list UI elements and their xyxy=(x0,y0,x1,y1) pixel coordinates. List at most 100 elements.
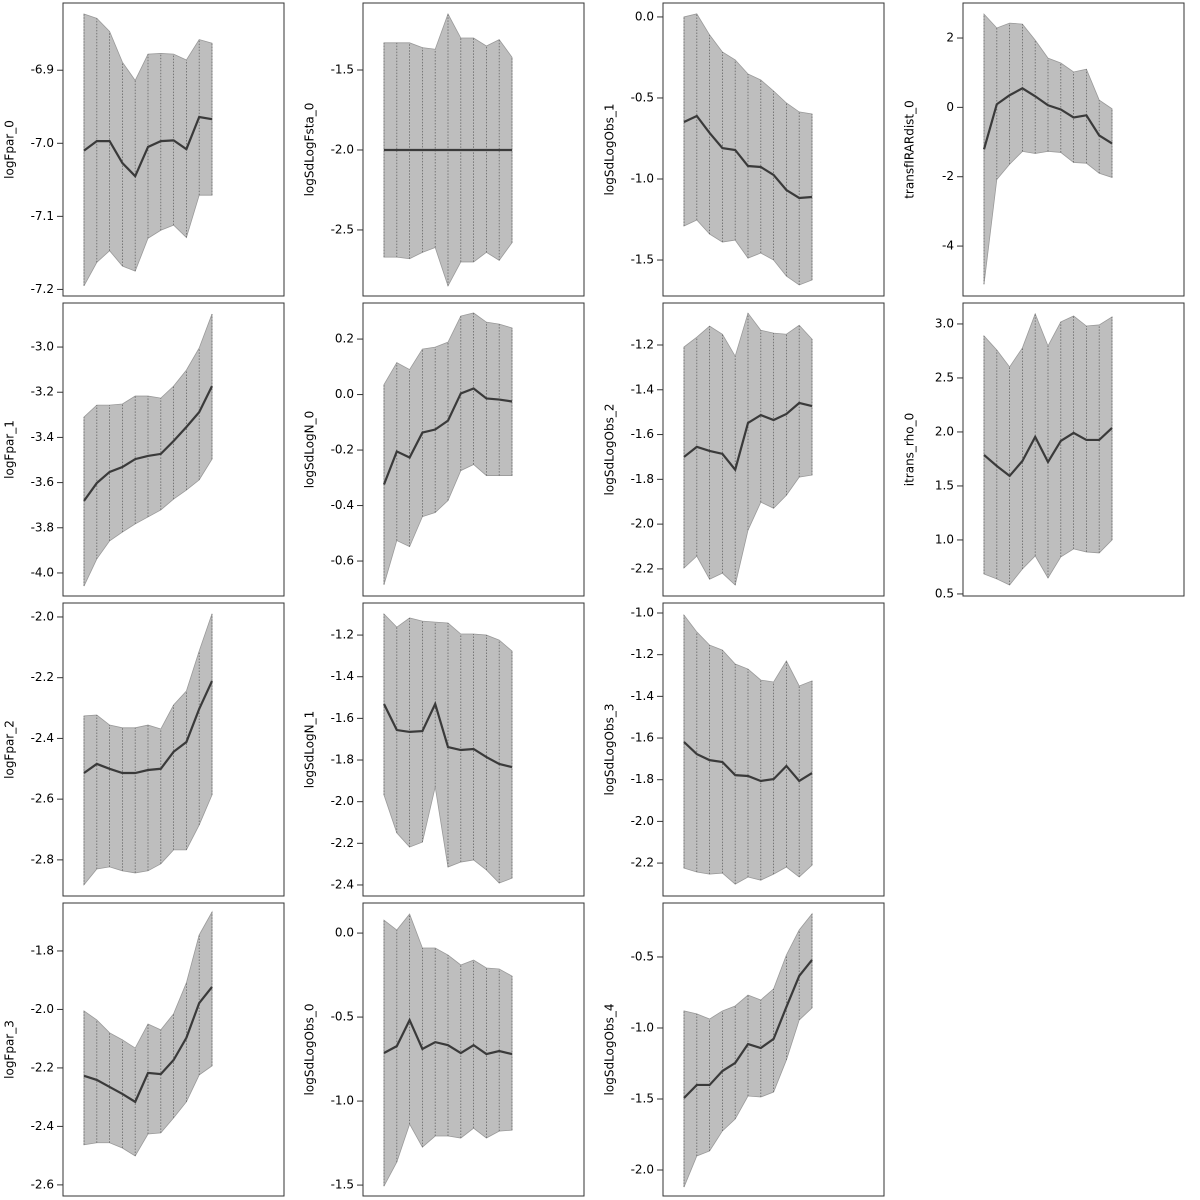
y-tick-label: -2.0 xyxy=(631,814,654,828)
y-axis-label: logFpar_3 xyxy=(3,1020,17,1079)
interval-band xyxy=(983,13,1113,285)
mean-line xyxy=(83,115,213,179)
panel-frame xyxy=(962,2,1185,297)
panel: 3.0 2.5 2.0 1.5 1.0 0.5 itrans_rho_0 xyxy=(903,302,1185,600)
panel-frame xyxy=(662,602,885,897)
y-axis-label: logFpar_2 xyxy=(3,720,17,779)
y-tick-label: -2.0 xyxy=(331,794,354,808)
mean-line xyxy=(83,385,213,502)
y-tick-label: 0.0 xyxy=(335,387,354,401)
y-tick-label: -6.9 xyxy=(31,63,54,77)
y-axis-label: logFpar_0 xyxy=(3,120,17,179)
y-tick-label: -2.2 xyxy=(31,670,54,684)
mean-line xyxy=(683,401,813,473)
y-tick-label: -2.2 xyxy=(31,1060,54,1074)
y-tick-label: -7.0 xyxy=(31,136,54,150)
y-tick-label: -0.4 xyxy=(331,498,354,512)
y-tick-label: -0.5 xyxy=(631,949,654,963)
y-tick-label: 2 xyxy=(946,31,954,45)
y-tick-label: -1.0 xyxy=(631,1020,654,1034)
y-tick-label: -2.6 xyxy=(31,792,54,806)
y-tick-label: 1.0 xyxy=(935,532,954,546)
y-tick-label: 3.0 xyxy=(935,316,954,330)
panel-frame xyxy=(662,902,885,1197)
y-tick-label: -0.2 xyxy=(331,443,354,457)
y-tick-label: -2.4 xyxy=(331,877,354,891)
y-tick-label: -1.8 xyxy=(31,943,54,957)
mean-line xyxy=(683,114,813,200)
interval-band xyxy=(383,913,513,1187)
y-axis-label: itrans_rho_0 xyxy=(903,413,917,487)
y-tick-label: -1.5 xyxy=(631,253,654,267)
y-tick-label: 0.0 xyxy=(635,9,654,23)
panel-frame xyxy=(362,602,585,897)
y-tick-label: 1.5 xyxy=(935,478,954,492)
y-tick-label: -1.5 xyxy=(331,63,354,77)
mean-line xyxy=(83,986,213,1104)
panel-frame xyxy=(62,602,285,897)
y-tick-label: -1.4 xyxy=(631,689,654,703)
panel: -1.5 -2.0 -2.5 logSdLogFsta_0 xyxy=(303,2,585,297)
y-tick-label: 2.5 xyxy=(935,370,954,384)
y-tick-label: -3.8 xyxy=(31,520,54,534)
y-tick-label: -1.5 xyxy=(631,1091,654,1105)
panel: 0.0 -0.5 -1.0 -1.5 logSdLogObs_1 xyxy=(603,2,885,297)
y-axis-label: logSdLogFsta_0 xyxy=(303,103,317,197)
y-tick-label: -3.6 xyxy=(31,475,54,489)
y-tick-label: -0.5 xyxy=(631,90,654,104)
mean-line xyxy=(683,741,813,783)
y-tick-label: -7.2 xyxy=(31,282,54,296)
y-tick-label: -1.6 xyxy=(631,427,654,441)
y-tick-label: -1.6 xyxy=(331,711,354,725)
panel-frame xyxy=(62,302,285,597)
y-tick-label: 0 xyxy=(946,100,954,114)
y-tick-label: -1.4 xyxy=(631,382,654,396)
panel: -1.2 -1.4 -1.6 -1.8 -2.0 -2.2 -2.4 logSdLogN_1 xyxy=(303,602,585,897)
y-axis-label: transfIRARdist_0 xyxy=(903,100,917,199)
panel-frame xyxy=(62,902,285,1197)
mean-line xyxy=(982,87,1113,150)
y-tick-label: -4.0 xyxy=(31,565,54,579)
y-tick-label: 2.0 xyxy=(935,424,954,438)
y-tick-label: -2.4 xyxy=(31,1119,54,1133)
panel-frame xyxy=(62,2,285,297)
y-tick-label: 0.0 xyxy=(335,926,354,940)
y-axis-label: logSdLogObs_2 xyxy=(603,404,617,496)
panel-frame xyxy=(662,302,885,597)
panel: 2 0 -2 -4 transfIRARdist_0 xyxy=(903,2,1185,297)
y-tick-label: -0.5 xyxy=(331,1010,354,1024)
y-axis-label: logSdLogObs_4 xyxy=(603,1004,617,1096)
y-axis-label: logSdLogN_1 xyxy=(303,711,317,789)
panel-frame xyxy=(962,302,1185,597)
y-tick-label: -1.0 xyxy=(631,606,654,620)
panel-frame xyxy=(662,2,885,297)
y-tick-label: -3.2 xyxy=(31,385,54,399)
y-tick-label: -1.4 xyxy=(331,669,354,683)
y-tick-label: -2 xyxy=(942,169,954,183)
mean-line xyxy=(683,959,813,1099)
y-tick-label: -2.4 xyxy=(31,731,54,745)
mean-line xyxy=(382,387,513,485)
y-tick-label: -2.0 xyxy=(631,1163,654,1177)
mean-line xyxy=(383,1017,513,1056)
y-tick-label: -1.2 xyxy=(631,337,654,351)
y-tick-label: -2.2 xyxy=(631,856,654,870)
panel: 0.0 -0.5 -1.0 -1.5 logSdLogObs_0 xyxy=(303,902,585,1197)
y-tick-label: -2.0 xyxy=(31,609,54,623)
y-tick-label: -2.0 xyxy=(631,517,654,531)
panel: -6.9 -7.0 -7.1 -7.2 logFpar_0 xyxy=(3,2,285,297)
y-axis-label: logSdLogN_0 xyxy=(303,411,317,489)
panel: -1.8 -2.0 -2.2 -2.4 -2.6 logFpar_3 xyxy=(3,902,285,1197)
y-tick-label: -2.0 xyxy=(331,142,354,156)
y-tick-label: -2.8 xyxy=(31,852,54,866)
y-tick-label: -2.2 xyxy=(331,836,354,850)
y-axis-label: logFpar_1 xyxy=(3,420,17,479)
y-axis-label: logSdLogObs_1 xyxy=(603,104,617,196)
y-tick-label: -0.6 xyxy=(331,554,354,568)
y-tick-label: -1.5 xyxy=(331,1178,354,1192)
y-tick-label: -4 xyxy=(942,239,954,253)
panel: -3.0 -3.2 -3.4 -3.6 -3.8 -4.0 logFpar_1 xyxy=(3,302,285,597)
y-tick-label: -2.2 xyxy=(631,561,654,575)
panel-frame xyxy=(362,302,585,597)
y-tick-label: -2.5 xyxy=(331,222,354,236)
